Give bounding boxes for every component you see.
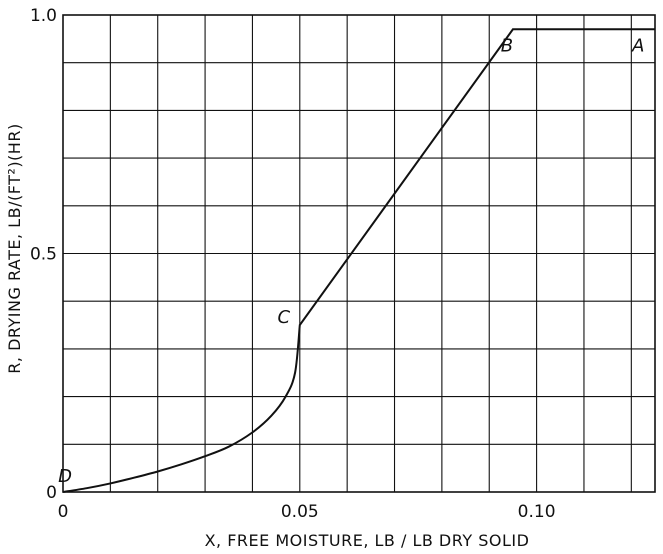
y-tick-label: 1.0 bbox=[30, 6, 57, 26]
y-axis-label: R, DRYING RATE, LB/(FT²)(HR) bbox=[5, 123, 24, 373]
point-labels: A B C D bbox=[58, 35, 644, 487]
y-tick-label: 0 bbox=[46, 483, 57, 503]
plot-frame bbox=[62, 14, 656, 493]
tick-labels: 0 0.05 0.10 0 0.5 1.0 bbox=[30, 6, 556, 522]
point-label-c: C bbox=[278, 307, 291, 328]
point-label-b: B bbox=[501, 35, 513, 56]
x-tick-label: 0 bbox=[58, 502, 69, 522]
y-tick-label: 0.5 bbox=[30, 245, 57, 265]
x-tick-label: 0.10 bbox=[518, 502, 556, 522]
point-label-a: A bbox=[631, 35, 644, 56]
point-label-d: D bbox=[58, 466, 72, 487]
x-axis-label: X, FREE MOISTURE, LB / LB DRY SOLID bbox=[205, 531, 530, 550]
x-tick-label: 0.05 bbox=[281, 502, 319, 522]
grid bbox=[63, 15, 655, 492]
drying-rate-curve bbox=[62, 28, 655, 493]
